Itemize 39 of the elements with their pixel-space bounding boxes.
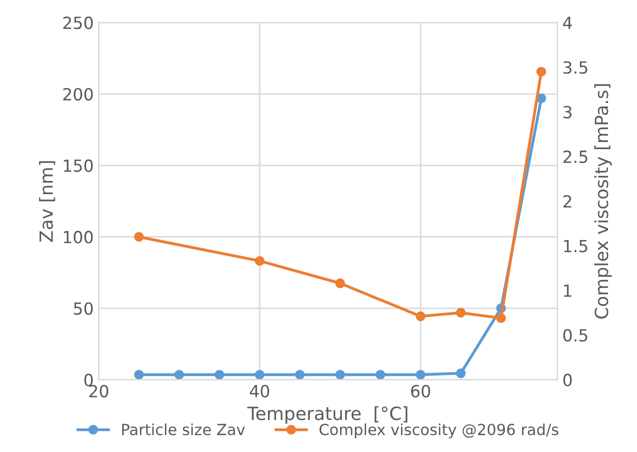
point	[134, 232, 144, 242]
y-tick-label: 250	[63, 16, 93, 30]
point	[174, 370, 184, 380]
point	[456, 368, 466, 378]
y-tick-label: 150	[64, 159, 93, 172]
y2-tick-label: 0.5	[563, 329, 588, 342]
point	[496, 313, 506, 323]
y2-tick-label: 2	[563, 195, 572, 208]
y-axis-title: Zav [nm]	[39, 161, 56, 242]
y2-tick-label: 2.5	[563, 150, 588, 164]
y2-tick-label: 0	[563, 374, 572, 386]
point	[295, 370, 305, 380]
point	[416, 370, 426, 380]
point	[335, 370, 345, 380]
y2-tick-label: 3.5	[564, 61, 588, 74]
legend-label: Complex viscosity @2096 rad/s	[320, 423, 558, 438]
x-axis-title: Temperature [°C]	[247, 406, 408, 424]
y-tick-label: 50	[74, 302, 93, 315]
point	[536, 66, 546, 77]
point	[214, 370, 224, 380]
point	[375, 370, 386, 380]
x-tick-label: 20	[89, 384, 108, 398]
point	[456, 308, 466, 318]
point	[254, 256, 265, 266]
legend-label: Particle size Zav	[122, 423, 245, 436]
point	[416, 311, 426, 322]
y-tick-label: 100	[64, 230, 93, 244]
x-tick-label: 40	[250, 384, 270, 398]
y2-tick-label: 3	[564, 106, 572, 118]
y2-tick-label: 4	[563, 16, 572, 29]
y2-tick-label: 1.5	[564, 240, 588, 252]
x-tick-label: 60	[411, 384, 430, 398]
point	[254, 370, 265, 380]
y-tick-label: 200	[63, 88, 93, 101]
y2-axis-title: Complex viscosity [mPa.s]	[594, 84, 612, 319]
y-tick-label: 0	[84, 374, 93, 386]
y2-tick-label: 1	[564, 284, 572, 297]
point	[335, 278, 345, 288]
point	[134, 370, 144, 380]
